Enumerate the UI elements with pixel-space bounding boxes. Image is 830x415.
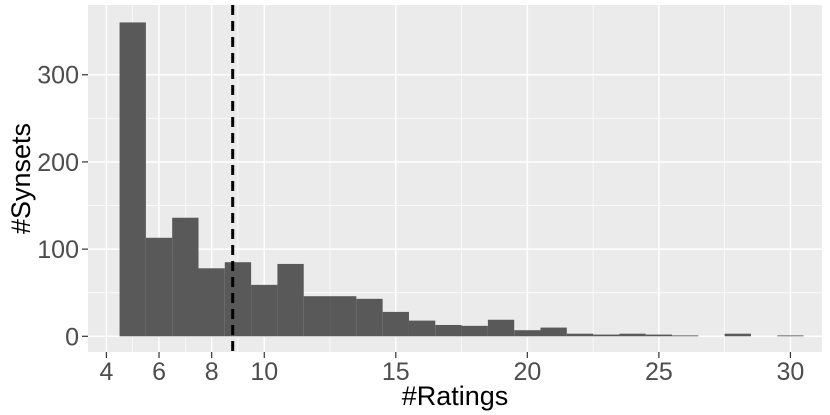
histogram-bar xyxy=(593,334,620,337)
histogram-bar xyxy=(619,333,646,337)
histogram-bar xyxy=(435,324,462,337)
histogram-bar xyxy=(303,296,331,337)
x-tick-label: 20 xyxy=(513,358,541,386)
histogram-bar xyxy=(277,263,304,337)
histogram-bar xyxy=(172,217,199,337)
x-tick-label: 15 xyxy=(382,358,410,386)
histogram-bar xyxy=(224,262,252,337)
histogram-bar xyxy=(540,327,567,337)
histogram-bar xyxy=(461,325,488,337)
x-axis-title: #Ratings xyxy=(402,381,509,411)
histogram-bar xyxy=(724,333,751,337)
histogram-bar xyxy=(566,333,594,337)
histogram-bar xyxy=(330,296,357,337)
histogram-bar xyxy=(408,320,436,337)
histogram-bar xyxy=(514,330,541,337)
histogram-bars xyxy=(119,22,804,337)
x-tick-label: 6 xyxy=(152,358,166,386)
y-tick-label: 0 xyxy=(65,323,79,351)
histogram-bar xyxy=(251,284,278,337)
histogram-bar xyxy=(645,334,673,337)
histogram-bar xyxy=(672,335,699,337)
histogram-bar xyxy=(382,311,409,337)
histogram-bar xyxy=(777,335,804,337)
y-tick-label: 300 xyxy=(37,62,79,90)
axis-ticks: 0 100 200 300 4 6 8 10 15 20 25 30 xyxy=(37,62,804,386)
x-tick-label: 25 xyxy=(645,358,673,386)
histogram-bar xyxy=(119,22,146,337)
y-tick-label: 100 xyxy=(37,236,79,264)
x-tick-label: 4 xyxy=(99,358,113,386)
histogram-bar xyxy=(356,298,383,337)
histogram-bar xyxy=(487,319,515,337)
x-tick-label: 30 xyxy=(777,358,805,386)
x-tick-label: 8 xyxy=(205,358,219,386)
y-tick-label: 200 xyxy=(37,149,79,177)
histogram-bar xyxy=(198,268,225,337)
y-axis-title: #Synsets xyxy=(6,123,36,234)
histogram-bar xyxy=(145,237,173,337)
x-tick-label: 10 xyxy=(250,358,278,386)
